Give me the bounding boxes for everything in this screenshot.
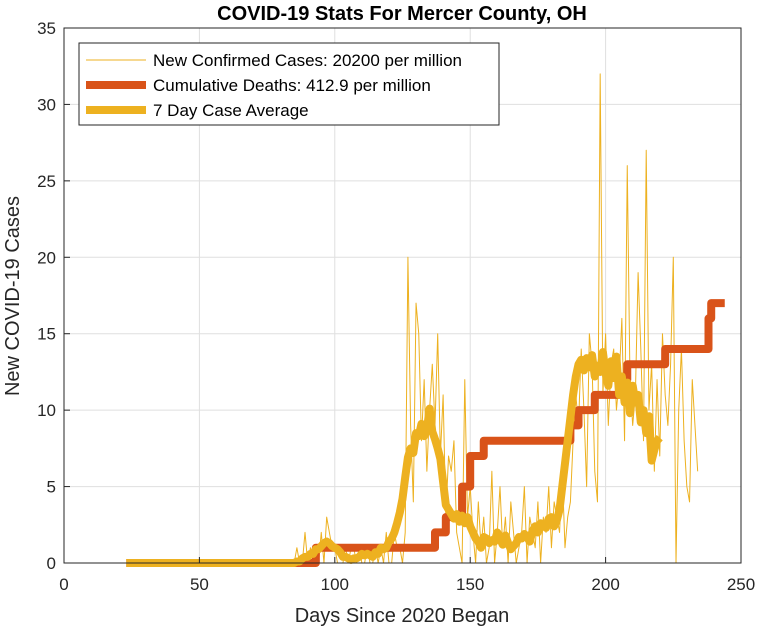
x-tick-label: 200 — [591, 575, 619, 594]
ticks: 0 50 100 150 200 250 0 5 10 15 20 25 30 35 — [37, 19, 755, 594]
y-tick-label: 5 — [47, 478, 56, 497]
y-tick-label: 0 — [47, 554, 56, 573]
legend-label-new-cases: New Confirmed Cases: 20200 per million — [153, 51, 462, 70]
y-tick-label: 10 — [37, 401, 56, 420]
y-tick-label: 20 — [37, 248, 56, 267]
plot-frame — [63, 27, 742, 564]
x-tick-label: 150 — [456, 575, 484, 594]
y-tick-label: 25 — [37, 172, 56, 191]
legend-box — [78, 42, 500, 126]
y-axis-label: New COVID-19 Cases — [2, 196, 24, 396]
legend-label-7day-average: 7 Day Case Average — [153, 101, 309, 120]
x-tick-label: 100 — [321, 575, 349, 594]
x-tick-label: 250 — [727, 575, 755, 594]
y-tick-label: 30 — [37, 95, 56, 114]
x-tick-label: 50 — [190, 575, 209, 594]
legend: New Confirmed Cases: 20200 per million C… — [78, 42, 500, 126]
x-tick-label: 0 — [59, 575, 68, 594]
chart-title: COVID-19 Stats For Mercer County, OH — [217, 3, 587, 25]
y-tick-label: 15 — [37, 325, 56, 344]
legend-label-cumulative-deaths: Cumulative Deaths: 412.9 per million — [153, 76, 431, 95]
x-axis-label: Days Since 2020 Began — [295, 605, 510, 627]
y-tick-label: 35 — [37, 19, 56, 38]
